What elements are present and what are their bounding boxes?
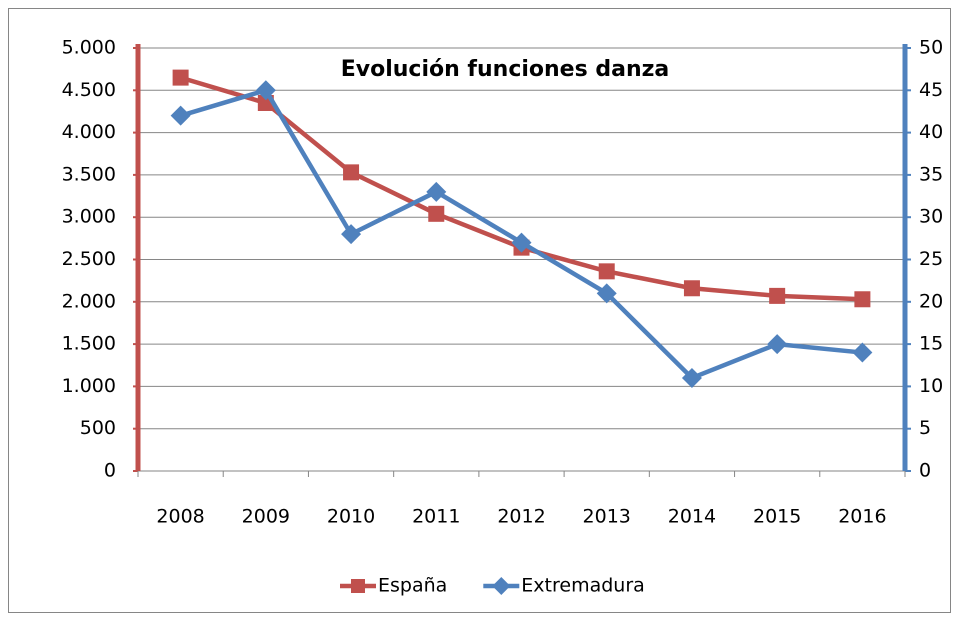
y2-tick-label: 20 <box>919 290 943 312</box>
point <box>852 342 873 363</box>
legend-label: Extremadura <box>521 575 645 597</box>
point <box>598 263 615 280</box>
point <box>596 283 617 304</box>
x-tick-label: 2012 <box>497 506 545 528</box>
x-tick-label: 2014 <box>668 506 716 528</box>
y-tick-label: 3.000 <box>62 206 116 228</box>
x-tick-label: 2011 <box>412 506 460 528</box>
y2-tick-label: 40 <box>919 121 943 143</box>
point <box>683 280 700 297</box>
point <box>769 287 786 304</box>
point <box>428 205 445 222</box>
y-tick-label: 3.500 <box>62 163 116 185</box>
x-tick-label: 2009 <box>242 506 290 528</box>
y-tick-label: 1.000 <box>62 375 116 397</box>
point <box>343 164 360 181</box>
x-tick-label: 2010 <box>327 506 375 528</box>
x-tick-label: 2008 <box>156 506 204 528</box>
y-tick-label: 4.000 <box>62 121 116 143</box>
x-tick-label: 2016 <box>838 506 886 528</box>
y-tick-label: 0 <box>104 460 116 482</box>
y2-tick-label: 15 <box>919 333 943 355</box>
y2-tick-label: 45 <box>919 79 943 101</box>
y-tick-label: 1.500 <box>62 333 116 355</box>
legend-label: España <box>378 575 447 597</box>
x-tick-label: 2013 <box>583 506 631 528</box>
point <box>255 80 276 101</box>
point <box>767 334 788 355</box>
legend-marker <box>492 577 511 595</box>
y2-tick-label: 25 <box>919 248 943 270</box>
y-tick-label: 5.000 <box>62 37 116 59</box>
y-tick-label: 2.500 <box>62 248 116 270</box>
point <box>511 232 532 253</box>
point <box>172 69 189 86</box>
point <box>426 181 447 202</box>
y2-tick-label: 35 <box>919 163 943 185</box>
y-tick-label: 500 <box>80 417 116 439</box>
y2-tick-label: 50 <box>919 37 943 59</box>
legend-marker <box>351 579 365 593</box>
chart-title: Evolución funciones danza <box>341 57 670 82</box>
x-tick-label: 2015 <box>753 506 801 528</box>
point <box>854 291 871 308</box>
point <box>341 224 362 245</box>
y-tick-label: 2.000 <box>62 290 116 312</box>
chart-frame <box>8 8 951 613</box>
y2-tick-label: 30 <box>919 206 943 228</box>
y2-tick-label: 0 <box>919 460 931 482</box>
point <box>170 105 191 126</box>
point <box>681 367 702 388</box>
y2-tick-label: 10 <box>919 375 943 397</box>
y2-tick-label: 5 <box>919 417 931 439</box>
y-tick-label: 4.500 <box>62 79 116 101</box>
